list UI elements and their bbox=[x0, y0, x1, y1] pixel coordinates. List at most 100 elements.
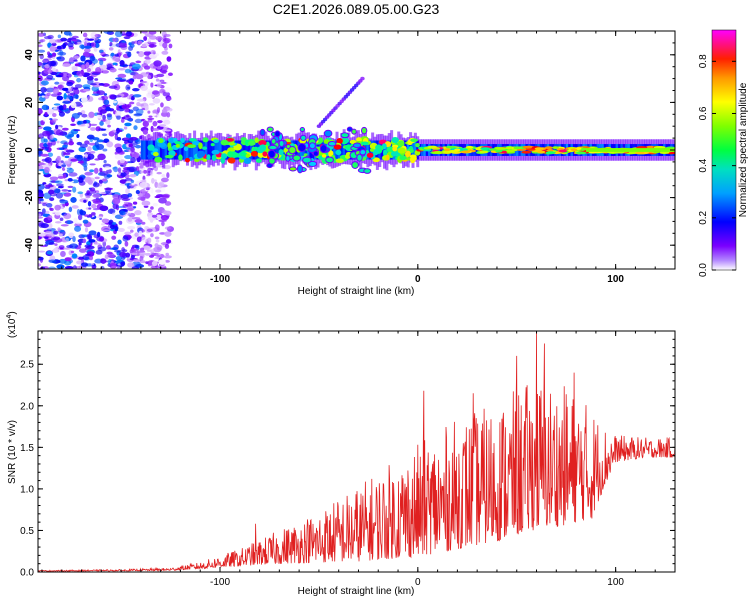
band-core-blob bbox=[360, 141, 369, 146]
noise-blob bbox=[49, 176, 59, 181]
noise-blob bbox=[145, 261, 149, 265]
noise-blob bbox=[114, 110, 122, 117]
noise-blob bbox=[164, 129, 172, 132]
band-body bbox=[162, 140, 165, 160]
noise-blob bbox=[125, 252, 131, 258]
noise-blob bbox=[101, 95, 109, 101]
noise-blob bbox=[107, 124, 111, 128]
noise-blob bbox=[118, 220, 123, 225]
noise-blob bbox=[127, 51, 132, 58]
noise-blob bbox=[137, 40, 143, 45]
band-core-blob bbox=[154, 156, 163, 163]
noise-blob bbox=[47, 54, 53, 59]
noise-blob bbox=[152, 120, 158, 127]
noise-blob bbox=[106, 251, 113, 255]
noise-blob bbox=[147, 38, 151, 43]
noise-blob bbox=[42, 116, 46, 122]
noise-blob bbox=[141, 221, 146, 225]
noise-blob bbox=[136, 101, 141, 107]
noise-blob bbox=[39, 198, 44, 202]
noise-blob bbox=[111, 247, 119, 251]
noise-blob bbox=[141, 236, 149, 243]
noise-blob bbox=[92, 71, 102, 74]
band-turbulence-blob bbox=[299, 127, 306, 133]
band-core-blob bbox=[247, 140, 256, 146]
noise-blob bbox=[86, 241, 91, 246]
noise-blob bbox=[108, 94, 116, 100]
band-core-blob bbox=[558, 149, 568, 153]
band-body bbox=[176, 140, 180, 160]
noise-blob bbox=[112, 197, 121, 205]
noise-blob bbox=[144, 51, 148, 56]
band-core-blob bbox=[194, 158, 200, 163]
noise-blob bbox=[99, 236, 105, 242]
noise-blob bbox=[47, 142, 53, 148]
noise-blob bbox=[90, 42, 97, 48]
noise-blob bbox=[156, 183, 164, 189]
noise-blob bbox=[42, 163, 52, 170]
noise-blob bbox=[40, 80, 49, 86]
noise-blob bbox=[78, 146, 87, 153]
noise-blob bbox=[50, 210, 58, 213]
noise-blob bbox=[70, 250, 75, 254]
noise-blob bbox=[51, 52, 57, 57]
band-body bbox=[223, 140, 227, 160]
band-core-blob bbox=[202, 146, 208, 150]
noise-blob bbox=[113, 249, 123, 253]
noise-blob bbox=[86, 104, 93, 109]
noise-blob bbox=[146, 249, 152, 252]
noise-blob bbox=[49, 197, 55, 202]
noise-blob bbox=[76, 70, 85, 77]
noise-blob bbox=[68, 232, 75, 239]
noise-blob bbox=[105, 119, 111, 125]
noise-blob bbox=[124, 68, 132, 74]
noise-blob bbox=[117, 73, 127, 79]
noise-blob bbox=[166, 172, 170, 179]
noise-blob bbox=[124, 231, 132, 235]
noise-blob bbox=[147, 237, 152, 244]
noise-blob bbox=[142, 120, 149, 128]
band-turbulence-blob bbox=[268, 144, 278, 151]
snr-y-label: SNR (10 * v/v) bbox=[7, 420, 18, 484]
noise-blob bbox=[111, 235, 117, 240]
noise-blob bbox=[113, 166, 119, 173]
noise-blob bbox=[125, 133, 132, 139]
noise-blob bbox=[124, 122, 132, 127]
noise-blob bbox=[122, 203, 129, 208]
noise-blob bbox=[136, 236, 142, 243]
noise-blob bbox=[165, 239, 172, 244]
noise-blob bbox=[84, 140, 90, 145]
noise-blob bbox=[112, 95, 122, 98]
noise-blob bbox=[38, 44, 43, 48]
noise-blob bbox=[123, 115, 131, 121]
noise-blob bbox=[144, 59, 151, 64]
noise-blob bbox=[38, 96, 46, 102]
noise-blob bbox=[71, 205, 79, 209]
noise-blob bbox=[82, 119, 87, 124]
band-turbulence-blob bbox=[270, 138, 277, 145]
noise-blob bbox=[103, 99, 110, 105]
band-core-blob bbox=[239, 151, 246, 157]
noise-blob bbox=[88, 214, 93, 218]
noise-blob bbox=[99, 205, 109, 212]
noise-blob bbox=[49, 139, 56, 142]
noise-blob bbox=[79, 143, 88, 148]
snr-x-label: Height of straight line (km) bbox=[298, 586, 415, 597]
noise-blob bbox=[136, 250, 146, 253]
noise-blob bbox=[124, 241, 129, 247]
y-tick-label: 1.0 bbox=[20, 484, 34, 495]
noise-blob bbox=[86, 233, 91, 240]
band-turbulence-blob bbox=[266, 126, 274, 133]
band-core-blob bbox=[432, 151, 444, 154]
noise-blob bbox=[117, 194, 123, 200]
snr-y-multiplier: (x104) bbox=[6, 311, 18, 338]
band-body bbox=[212, 140, 215, 160]
noise-blob bbox=[124, 154, 133, 160]
noise-blob bbox=[141, 31, 148, 34]
noise-blob bbox=[52, 88, 60, 95]
snr-y-multiplier-exp: 4 bbox=[6, 315, 13, 319]
band-body bbox=[193, 140, 196, 160]
noise-blob bbox=[106, 114, 113, 121]
band-core-blob bbox=[495, 147, 507, 150]
noise-blob bbox=[55, 157, 62, 164]
